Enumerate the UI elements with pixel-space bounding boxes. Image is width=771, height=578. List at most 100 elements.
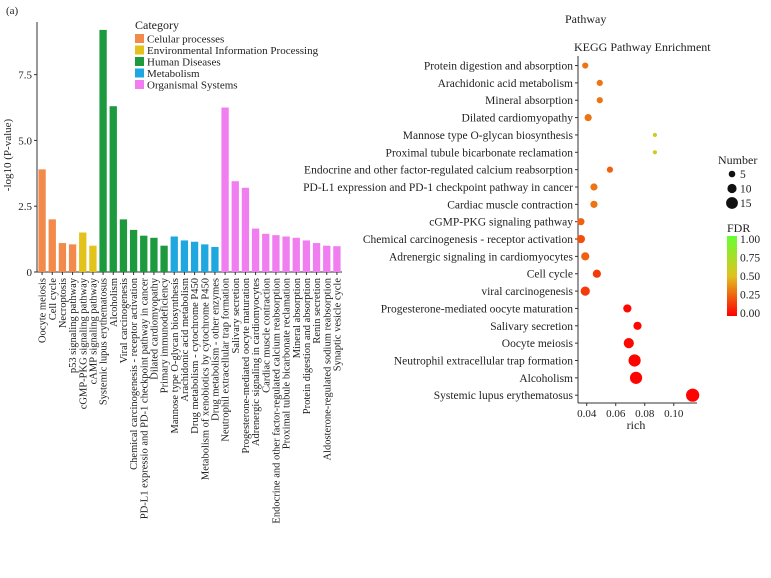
size-legend-dot [726,197,738,209]
bar-legend-label: Organismal Systems [147,80,238,92]
bar-legend-swatch [135,68,144,78]
bar-legend-swatch [135,34,144,43]
dot-y-tick-label: PD-L1 expression and PD-1 checkpoint pat… [303,182,573,194]
bar-x-tick-label: Oocyte meiosis [38,278,49,343]
dot-x-axis-title: rich [627,418,646,432]
fdr-legend-label: 0.75 [740,253,760,265]
dot-y-tick-label: cGMP-PKG signaling pathway [429,217,573,229]
bar-x-tick-label: Salivary secretion [231,277,242,353]
fdr-legend-label: 0.25 [740,290,760,302]
dot-y-tick-label: Protein digestion and absorption [424,61,573,73]
bar-x-tick-label: Mineral absorption [292,277,303,358]
dot-point [582,62,589,69]
dot-y-tick-label: Progesterone-mediated oocyte maturation [381,303,573,315]
bar-x-tick-label: Drug metabolism - other enzymes [210,278,221,421]
bar [221,107,229,273]
bar [89,245,97,272]
dot-point [590,200,598,208]
dot-point [592,269,601,278]
bar [170,236,178,272]
dot-x-tick-label: 0.10 [664,408,684,420]
dot-y-tick-label: Endocrine and other factor-regulated cal… [304,165,573,177]
dot-x-tick-label: 0.08 [635,408,655,420]
size-legend-dot [728,170,736,178]
bar-y-tick-label: 5.0 [18,135,32,147]
dot-y-tick-label: Salivary secretion [490,321,573,333]
bar-x-tick-label: Cardiac muscle contraction [261,277,272,393]
dot-point [623,304,632,313]
dot-y-tick-label: Arachidonic acid metabolism [438,78,573,90]
panel-label: (a) [6,5,19,17]
dot-point [623,338,634,349]
bar [292,237,300,272]
bar-legend-label: Metabolism [147,68,200,80]
dot-chart: Pathway KEGG Pathway Enrichment rich Num… [303,12,760,432]
color-legend-title: FDR [727,221,750,235]
bar [231,181,239,272]
bar [262,233,270,272]
dot-point [686,388,700,402]
bar-x-tick-label: Alcoholism [109,278,120,327]
dot-y-tick-label: Mineral absorption [485,95,573,107]
bar-x-tick-label: Systemic lupus erythematosus [99,278,110,405]
dot-y-tick-label: viral carcinogenesis [481,286,573,298]
dot-point [596,97,603,104]
dot-point [590,183,598,191]
bar-legend-label: Human Diseases [147,57,221,69]
bar-x-tick-label: Mannose type O-glycan biosynthesis [170,278,181,433]
bar [333,246,341,272]
dot-point [628,354,641,367]
bar-x-tick-label: Drug metabolism - cytochrome P450 [190,278,201,434]
bar [38,169,46,272]
dot-point [577,218,585,226]
bar-x-tick-label: Necroptosis [58,278,69,328]
bar [302,240,311,272]
dot-point [652,132,658,138]
dot-y-tick-label: Cardiac muscle contraction [447,199,573,211]
bar-y-axis-title: -log10 (P-value) [2,118,14,191]
dot-point [581,252,590,261]
bar [140,235,148,272]
bar-x-tick-label: cAMP signaling pathway [88,277,99,384]
dot-point [576,234,586,244]
bar-y-tick-label: 7.5 [18,70,32,82]
dot-point [596,79,603,86]
dot-x-tick-label: 0.06 [606,408,626,420]
dot-y-tick-label: Proximal tubule bicarbonate reclamation [386,147,574,159]
bar [160,245,168,272]
bar [251,228,260,272]
bar-x-tick-label: Aldosterone-regulated sodium reabsorptio… [322,277,333,460]
fdr-legend-label: 1.00 [740,234,760,246]
bar-x-tick-label: Cell cycle [48,278,59,321]
bar [201,244,209,272]
bar [282,236,290,272]
bar [119,219,128,272]
bar [312,243,321,272]
bar-x-tick-label: Renin secretion [312,277,323,343]
bar [241,187,250,272]
bar [190,241,199,272]
bar-x-tick-label: Adrenergic signaling in cardiomyocytes [251,278,262,446]
bar [323,245,331,272]
dot-y-tick-label: Dilated cardiomyopathy [462,113,574,125]
bar-x-tick-label: Viral carcinogenesis [119,278,130,363]
bar-x-tick-label: Neutrophil extracellular trap formation [221,277,232,441]
dot-y-tick-label: Neutrophil extracellular trap formation [394,355,573,367]
bar-x-tick-label: cGMP-PKG signaling pathway [78,277,89,409]
dot-chart-header: Pathway [565,12,606,26]
bar-x-tick-label: Metabolism of xenobiotics by cytochrome … [200,278,211,480]
dot-chart-title: KEGG Pathway Enrichment [574,40,711,54]
dot-y-tick-label: Systemic lupus erythematosus [434,390,574,402]
bar-legend-swatch [135,80,144,89]
bar-legend-swatch [135,57,144,66]
bar [68,244,77,272]
bar-chart: -log10 (P-value) Category 0 2.5 5.0 7.5 Oocy… [2,18,343,524]
dot-x-tick-label: 0.04 [577,408,597,420]
dot-point [652,150,658,155]
bar [150,237,158,272]
bar-legend-swatch [135,45,144,55]
bar [180,240,189,272]
dot-y-tick-label: Mannose type O-glycan biosynthesis [403,130,574,142]
bar-x-tick-label: Synaptic vesicle cycle [332,278,343,372]
